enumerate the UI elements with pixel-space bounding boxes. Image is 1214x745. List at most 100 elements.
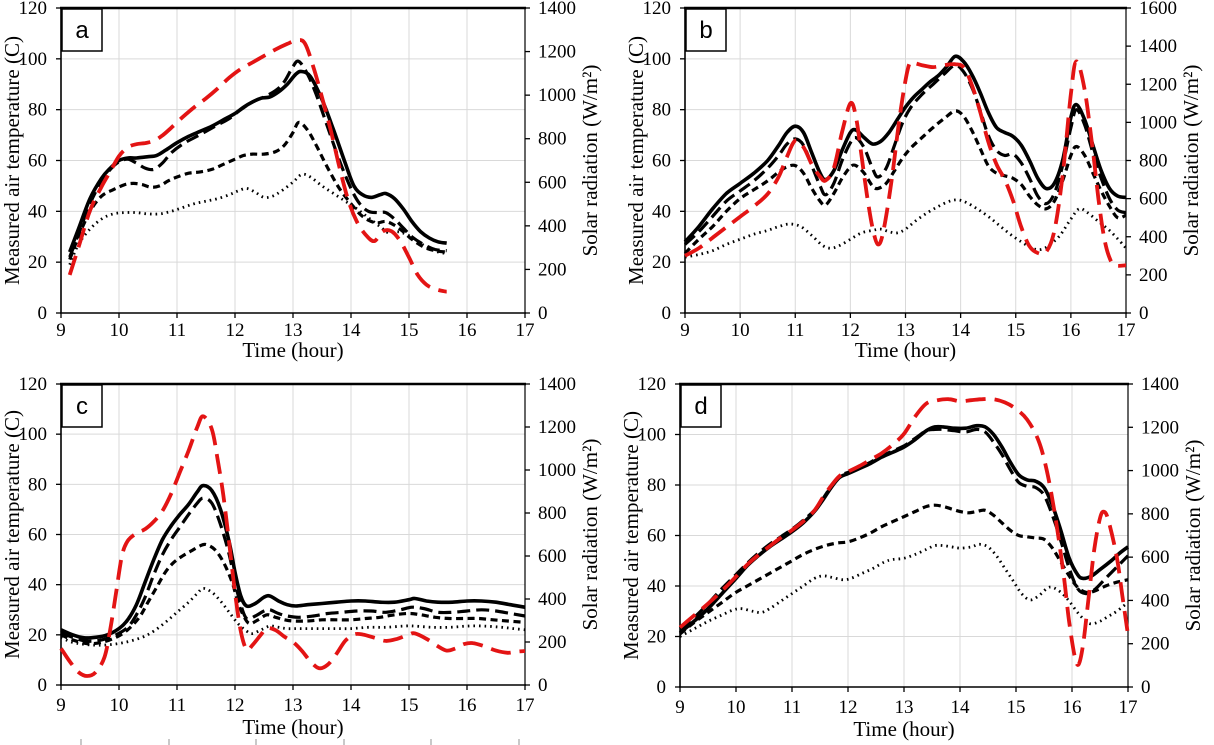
cropped-axis-tick <box>430 739 432 745</box>
panel-a: 9 10 11 12 13 14 15 16 17 0 20 40 60 80 100 120 0 200 400 6… <box>0 0 607 372</box>
y-right-axis-title: Solar radiation (W/m²) <box>1179 65 1203 257</box>
y-right-tick-label: 600 <box>538 172 567 193</box>
x-axis-title: Time (hour) <box>853 717 954 741</box>
series-air-temperature-long-dash <box>683 63 1127 246</box>
y-left-tick-label: 60 <box>28 525 47 546</box>
x-tick-label: 9 <box>56 320 66 341</box>
y-right-tick-label: 400 <box>1139 227 1168 248</box>
panel-b: 9 10 11 12 13 14 15 16 17 0 20 40 60 80 100 120 0 200 400 6… <box>607 0 1214 372</box>
x-tick-label: 17 <box>516 320 535 341</box>
y-left-tick-label: 20 <box>28 252 47 273</box>
y-left-tick-label: 100 <box>19 49 48 70</box>
x-tick-label: 16 <box>1061 320 1080 341</box>
x-tick-label: 15 <box>1006 320 1025 341</box>
y-left-tick-label: 80 <box>28 100 47 121</box>
y-right-tick-label: 1000 <box>1141 461 1179 482</box>
y-right-tick-label: 0 <box>1141 677 1151 698</box>
y-right-tick-label: 0 <box>1139 303 1149 324</box>
x-tick-label: 10 <box>110 695 129 716</box>
y-left-tick-label: 120 <box>638 374 667 395</box>
x-tick-label: 14 <box>342 320 362 341</box>
x-tick-label: 16 <box>458 695 477 716</box>
y-right-tick-label: 1200 <box>538 42 576 63</box>
y-left-tick-label: 80 <box>647 475 666 496</box>
x-tick-label: 17 <box>1119 697 1138 718</box>
x-tick-label: 9 <box>680 320 690 341</box>
series-solar-radiation-red-dash <box>67 38 447 294</box>
y-right-tick-label: 1600 <box>1139 0 1177 19</box>
x-tick-label: 17 <box>1117 320 1136 341</box>
x-tick-label: 9 <box>675 697 685 718</box>
x-tick-label: 12 <box>839 697 858 718</box>
chart-b: 9 10 11 12 13 14 15 16 1702040608010012002004006… <box>624 0 1203 362</box>
cropped-axis-tick <box>518 739 520 745</box>
chart-a: 9 10 11 12 13 14 15 16 1702040608010012002004006… <box>0 0 602 362</box>
x-tick-label: 13 <box>896 320 915 341</box>
cropped-axis-tick <box>343 739 345 745</box>
series-air-temperature-short-dash <box>683 109 1127 255</box>
series-air-temperature-short-dash <box>678 503 1129 636</box>
y-left-tick-label: 0 <box>38 303 48 324</box>
y-left-axis-title: Measured air temperature (C) <box>0 410 24 659</box>
x-tick-label: 9 <box>56 695 66 716</box>
panel-label: d <box>694 393 707 420</box>
y-left-tick-label: 20 <box>652 252 671 273</box>
y-right-tick-label: 200 <box>1139 265 1168 286</box>
y-right-tick-label: 0 <box>538 675 548 696</box>
y-left-tick-label: 100 <box>19 424 48 445</box>
x-tick-label: 16 <box>458 320 477 341</box>
y-left-tick-label: 80 <box>28 474 47 495</box>
y-right-tick-label: 400 <box>538 216 567 237</box>
y-right-tick-label: 800 <box>538 129 567 150</box>
series-solar-radiation-red-dash <box>684 59 1127 268</box>
y-left-tick-label: 60 <box>652 151 671 172</box>
panel-label-box <box>685 8 727 52</box>
y-right-tick-label: 1000 <box>538 460 576 481</box>
y-right-tick-label: 200 <box>538 632 567 653</box>
x-tick-label: 10 <box>727 697 746 718</box>
x-tick-label: 12 <box>226 320 245 341</box>
y-right-tick-label: 1200 <box>538 417 576 438</box>
y-right-tick-label: 1400 <box>1141 374 1179 395</box>
x-tick-label: 14 <box>951 697 971 718</box>
series-solar-radiation-red-dash <box>678 396 1130 667</box>
y-left-tick-label: 0 <box>662 303 672 324</box>
y-right-tick-label: 1200 <box>1141 417 1179 438</box>
x-tick-label: 14 <box>342 695 362 716</box>
y-right-tick-label: 1000 <box>538 85 576 106</box>
y-right-tick-label: 800 <box>1141 504 1170 525</box>
series-air-temperature-short-dash <box>60 542 526 646</box>
x-tick-label: 13 <box>284 320 303 341</box>
x-axis-title: Time (hour) <box>242 715 343 739</box>
panel-label-box <box>61 384 103 428</box>
x-tick-label: 11 <box>168 320 186 341</box>
series-air-temperature-long-dash <box>60 496 526 643</box>
y-right-tick-label: 1400 <box>538 374 576 395</box>
x-tick-label: 11 <box>168 695 186 716</box>
y-left-tick-label: 80 <box>652 100 671 121</box>
y-right-axis-title: Solar radiation (W/m²) <box>1181 440 1205 632</box>
y-left-tick-label: 40 <box>647 576 666 597</box>
y-left-axis-title: Measured air temperature (C) <box>0 36 24 285</box>
y-right-tick-label: 1200 <box>1139 74 1177 95</box>
y-left-tick-label: 0 <box>657 677 667 698</box>
series-air-temperature-dotted <box>60 586 526 647</box>
series-air-temperature-solid <box>68 69 447 253</box>
y-left-tick-label: 0 <box>38 675 48 696</box>
panel-label-box <box>680 384 722 428</box>
cropped-axis-tick <box>80 739 82 745</box>
y-left-tick-label: 20 <box>647 627 666 648</box>
x-tick-label: 13 <box>895 697 914 718</box>
x-tick-label: 13 <box>284 695 303 716</box>
y-left-tick-label: 120 <box>643 0 672 19</box>
y-left-tick-label: 120 <box>19 374 48 395</box>
panel-label: a <box>75 17 89 44</box>
y-right-axis-title: Solar radiation (W/m²) <box>578 439 602 631</box>
series-air-temperature-dotted <box>68 172 447 266</box>
y-right-tick-label: 200 <box>538 259 567 280</box>
x-tick-label: 12 <box>226 695 245 716</box>
cropped-axis-tick <box>255 739 257 745</box>
y-left-tick-label: 40 <box>652 201 671 222</box>
x-tick-label: 15 <box>1007 697 1026 718</box>
